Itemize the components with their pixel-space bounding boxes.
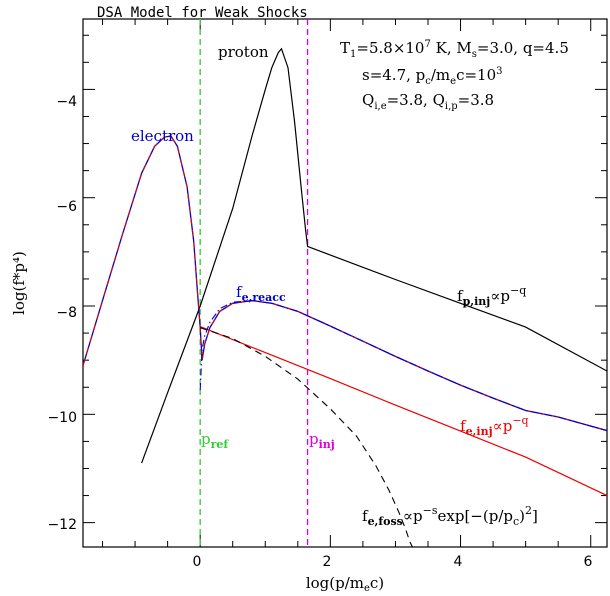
plot-frame — [82, 18, 608, 548]
x-tick-labels: 0 2 4 6 — [193, 554, 593, 570]
y-tick-labels: −12 −10 −8 −6 −4 — [47, 94, 77, 533]
series-electron — [83, 135, 607, 432]
y-tick-label-minus12: −12 — [47, 517, 77, 533]
y-tick-label-minus6: −6 — [56, 199, 77, 215]
series-e-reacc — [199, 300, 607, 432]
y-axis-label: log(f*p⁴) — [10, 251, 28, 315]
label-p-ref: pref — [201, 430, 229, 451]
chart-title: DSA Model for Weak Shocks — [97, 5, 308, 21]
label-f-pinj: fp,inj∝p−q — [457, 284, 526, 308]
label-p-inj: pinj — [309, 430, 335, 451]
series-electron-overlay — [83, 135, 607, 432]
y-tick-label-minus10: −10 — [47, 410, 77, 426]
x-tick-label-4: 4 — [454, 554, 463, 570]
axis-ticks — [83, 19, 607, 547]
label-f-foss: fe,foss∝p−sexp[−(p/pc)2] — [362, 504, 538, 528]
x-tick-label-6: 6 — [584, 554, 593, 570]
label-electron: electron — [131, 127, 194, 145]
x-tick-label-2: 2 — [323, 554, 332, 570]
y-tick-label-minus4: −4 — [56, 94, 77, 110]
series-e-foss — [200, 327, 413, 547]
series-proton — [141, 47, 607, 464]
x-axis-label: log(p/mec) — [306, 574, 384, 594]
series-e-inj — [199, 326, 607, 497]
y-tick-label-minus8: −8 — [56, 305, 77, 321]
params-line-1: T1=5.8×107 K, Ms=3.0, q=4.5 — [340, 39, 569, 60]
label-f-reacc: fe,reacc — [236, 283, 286, 304]
label-proton: proton — [218, 43, 269, 61]
label-f-einj: fe,inj∝p−q — [460, 414, 529, 438]
x-tick-label-0: 0 — [193, 554, 202, 570]
params-line-3: Qi,e=3.8, Qi,p=3.8 — [362, 91, 494, 112]
params-line-2: s=4.7, pc/mec=103 — [362, 66, 503, 87]
